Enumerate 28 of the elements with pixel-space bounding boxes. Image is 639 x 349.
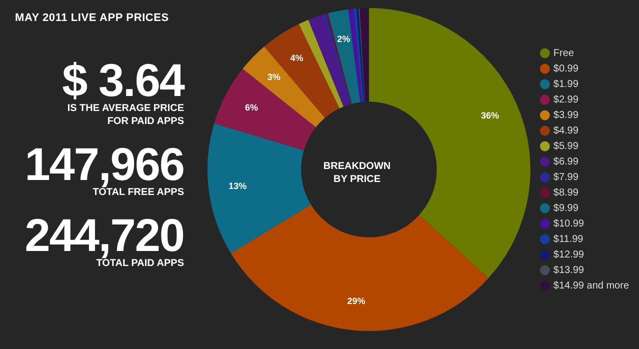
text: TOTAL FREE APPS	[92, 187, 184, 199]
legend-label: $8.99	[553, 188, 579, 198]
legend-label: $4.99	[553, 126, 579, 136]
data-label: 6%	[245, 102, 258, 113]
data-label: 13%	[228, 180, 247, 191]
legend-label: $13.99	[553, 265, 584, 276]
text: BREAKDOWN BY PRICE	[322, 160, 392, 186]
legend-label: $9.99	[553, 203, 579, 214]
legend-label: $10.99	[553, 218, 584, 230]
text: IS THE AVERAGE PRICE FOR PAID APPS	[66, 102, 184, 128]
legend-label: $0.99	[553, 64, 579, 74]
legend-label: $14.99 and more	[553, 280, 630, 292]
legend-label: $6.99	[553, 156, 579, 168]
data-label: 29%	[347, 296, 366, 306]
legend-label: Free	[553, 48, 574, 59]
data-label: 4%	[290, 52, 304, 63]
text: MAY 2011 LIVE APP PRICES	[15, 12, 169, 24]
text: TOTAL PAID APPS	[96, 258, 184, 270]
legend-label: $7.99	[553, 172, 579, 183]
legend-label: $11.99	[553, 234, 584, 245]
data-label: 2%	[337, 34, 350, 44]
legend-label: $12.99	[553, 250, 584, 260]
data-label: 36%	[481, 110, 500, 120]
legend-label: $3.99	[553, 110, 579, 121]
data-label: 3%	[267, 72, 280, 82]
legend-label: $2.99	[553, 94, 579, 106]
legend-label: $1.99	[553, 79, 579, 90]
legend-label: $5.99	[553, 141, 579, 152]
